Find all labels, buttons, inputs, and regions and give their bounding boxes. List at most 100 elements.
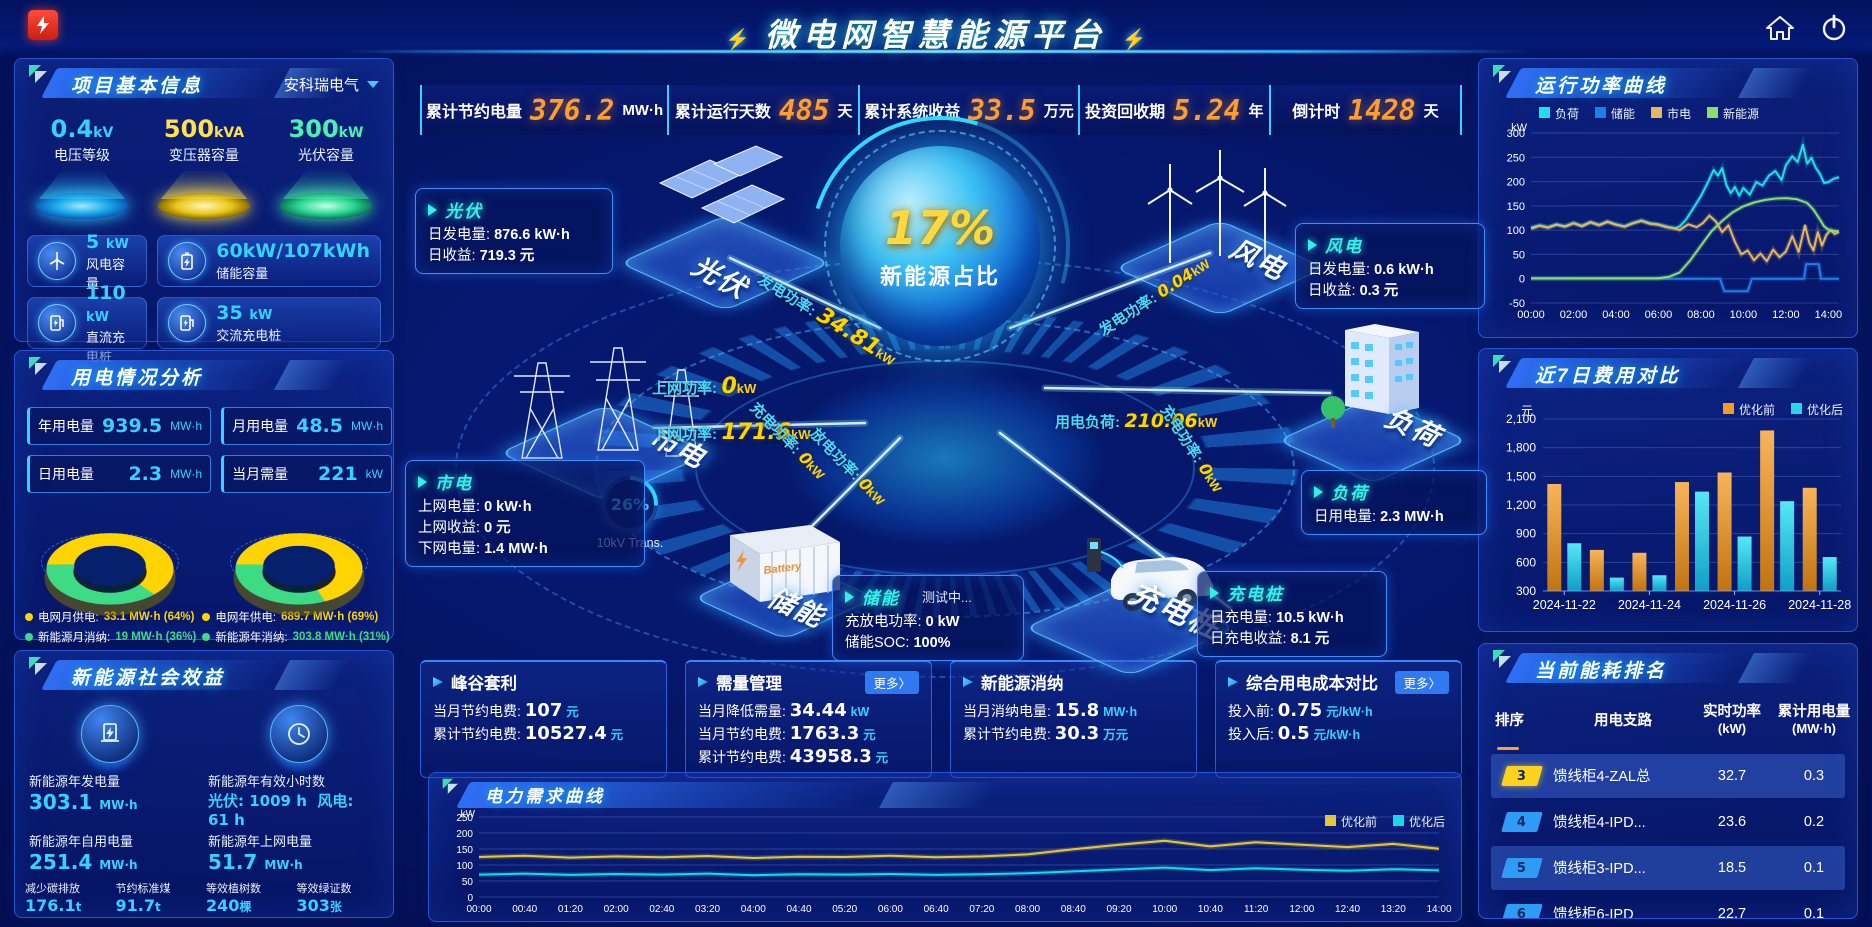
legend-item: 储能 bbox=[1595, 105, 1635, 122]
solar-panels-art bbox=[658, 145, 786, 224]
svg-text:150: 150 bbox=[456, 845, 473, 856]
svg-text:2024-11-28: 2024-11-28 bbox=[1788, 598, 1851, 612]
table-row[interactable]: 4 馈线柜4-IPD... 23.6 0.2 bbox=[1491, 800, 1845, 844]
kpi-peak-valley: 峰谷套利 当月节约电费: 107 元 累计节约电费: 10527.4 元 bbox=[420, 660, 667, 779]
svg-text:300: 300 bbox=[1507, 128, 1525, 140]
company-dropdown[interactable]: 安科瑞电气 bbox=[284, 74, 379, 95]
svg-text:150: 150 bbox=[1507, 201, 1525, 213]
svg-text:12:40: 12:40 bbox=[1335, 904, 1360, 915]
load-info-box: 负荷 日用电量: 2.3 MW·h bbox=[1301, 470, 1487, 536]
chevron-down-icon bbox=[367, 81, 379, 88]
panel-corner-icon bbox=[1493, 355, 1511, 373]
storage-info-box: 储能 测试中... 充放电功率: 0 kW 储能SOC: 100% bbox=[832, 575, 1024, 662]
svg-text:50: 50 bbox=[1513, 249, 1525, 261]
clock-icon bbox=[269, 705, 328, 763]
legend-item: 负荷 bbox=[1539, 105, 1579, 122]
metric-month-usage: 月用电量 48.5 MW·h bbox=[221, 407, 392, 445]
benefit-item: 节约标准煤 91.7t bbox=[115, 883, 171, 915]
svg-text:2024-11-26: 2024-11-26 bbox=[1703, 598, 1766, 612]
pedestal-voltage: 0.4kV 电压等级 bbox=[23, 115, 141, 227]
svg-text:08:00: 08:00 bbox=[1687, 309, 1715, 321]
benefit-item: 等效植树数 240棵 bbox=[206, 883, 261, 915]
kpi-boxes-row: 峰谷套利 当月节约电费: 107 元 累计节约电费: 10527.4 元 需量管… bbox=[420, 660, 1462, 779]
table-row[interactable]: 6 馈线柜6-IPD 22.7 0.1 bbox=[1491, 892, 1845, 918]
metric-year-usage: 年用电量 939.5 MW·h bbox=[27, 407, 212, 445]
svg-text:08:00: 08:00 bbox=[1015, 904, 1040, 915]
svg-text:100: 100 bbox=[456, 861, 473, 872]
legend-item: 电网年供电: 689.7 MW·h (69%) bbox=[202, 609, 389, 625]
wind-turbine-icon bbox=[38, 242, 76, 280]
arrow-icon bbox=[433, 677, 443, 687]
energy-flow-diagram: 17% 新能源占比 光伏 风电 bbox=[400, 130, 1487, 678]
svg-text:250: 250 bbox=[456, 813, 473, 824]
kpi-renewable-consumption: 新能源消纳 当月消纳电量: 15.8 MW·h 累计节约电费: 30.3 万元 bbox=[950, 660, 1197, 779]
svg-text:00:40: 00:40 bbox=[512, 904, 537, 915]
svg-text:10:40: 10:40 bbox=[1198, 904, 1223, 915]
panel-corner-icon bbox=[1493, 65, 1511, 83]
pedestal-transformer: 500kVA 变压器容量 bbox=[145, 115, 263, 227]
flow-grid-down: 下网功率: 171.6kW bbox=[652, 420, 811, 445]
svg-text:02:00: 02:00 bbox=[604, 904, 629, 915]
svg-text:02:00: 02:00 bbox=[1560, 309, 1588, 321]
svg-text:50: 50 bbox=[462, 877, 474, 888]
legend-item: 优化前 bbox=[1324, 813, 1377, 830]
legend-item: 新能源月消纳: 19 MW·h (36%) bbox=[25, 629, 196, 645]
page-title-text: 微电网智慧能源平台 bbox=[764, 17, 1108, 53]
svg-text:200: 200 bbox=[1507, 177, 1525, 189]
pedestal-pv: 300kW 光伏容量 bbox=[267, 115, 385, 227]
panel-title: 电力需求曲线 bbox=[485, 787, 605, 806]
charging-pile-icon bbox=[38, 304, 76, 342]
svg-text:12:00: 12:00 bbox=[1289, 904, 1314, 915]
svg-text:13:20: 13:20 bbox=[1381, 904, 1406, 915]
legend-item: 电网月供电: 33.1 MW·h (64%) bbox=[25, 609, 196, 625]
pagination-indicator bbox=[1497, 746, 1519, 750]
grid-info-box: 市电 上网电量: 0 kW·h 上网收益: 0 元 下网电量: 1.4 MW·h bbox=[405, 460, 645, 568]
power-icon[interactable] bbox=[1818, 12, 1850, 44]
kpi-cost-compare: 综合用电成本对比 更多〉 投入前: 0.75 元/kW·h 投入后: 0.5 元… bbox=[1215, 660, 1462, 779]
svg-text:10:00: 10:00 bbox=[1730, 309, 1758, 321]
panel-energy-ranking: 当前能耗排名 排序 用电支路 实时功率 (kW) 累计用电量 (MW·h) 3 馈线… bbox=[1478, 643, 1858, 919]
legend-item: 优化前 bbox=[1722, 401, 1775, 418]
svg-text:14:00: 14:00 bbox=[1815, 309, 1843, 321]
wind-turbines-art bbox=[1147, 150, 1287, 263]
benefit-item: 等效绿证数 303张 bbox=[296, 883, 352, 915]
charging-pile-icon bbox=[168, 304, 207, 342]
cost-chart-legend: 优化前 优化后 bbox=[1722, 401, 1843, 418]
panel-title: 用电情况分析 bbox=[71, 368, 204, 389]
svg-text:2024-11-22: 2024-11-22 bbox=[1533, 598, 1596, 612]
arrow-icon bbox=[963, 677, 973, 687]
home-icon[interactable] bbox=[1764, 12, 1796, 44]
svg-text:09:20: 09:20 bbox=[1106, 904, 1131, 915]
battery-icon bbox=[168, 242, 207, 280]
panel-corner-icon bbox=[1493, 650, 1511, 668]
panel-corner-icon bbox=[442, 778, 458, 794]
legend-item: 新能源年消纳: 303.8 MW·h (31%) bbox=[202, 629, 390, 645]
svg-text:06:00: 06:00 bbox=[1645, 309, 1673, 321]
stat-payback: 投资回收期 5.24 年 bbox=[1077, 85, 1269, 135]
storage-status: 测试中... bbox=[922, 590, 972, 605]
more-button[interactable]: 更多〉 bbox=[865, 670, 919, 694]
demand-chart: 0 50 100 150 200 250 kW 00:00 00:40 01:20 02:00 02:… bbox=[435, 807, 1453, 922]
svg-text:1,200: 1,200 bbox=[1506, 498, 1536, 512]
demand-chart-legend: 优化前 优化后 bbox=[1324, 813, 1445, 830]
legend-item: 新能源 bbox=[1707, 105, 1759, 122]
more-button[interactable]: 更多〉 bbox=[1395, 670, 1449, 694]
month-consumption-donut bbox=[35, 507, 185, 605]
benefit-item: 新能源年发电量 303.1 MW·h bbox=[29, 774, 138, 814]
panel-title: 当前能耗排名 bbox=[1535, 661, 1668, 682]
logo-icon bbox=[28, 10, 58, 40]
benefit-item: 新能源年有效小时数 光伏: 1009 h 风电: 61 h bbox=[208, 774, 354, 829]
stat-run-days: 累计运行天数 485 天 bbox=[667, 85, 858, 135]
svg-text:0: 0 bbox=[467, 893, 473, 904]
renewable-share-label: 新能源占比 bbox=[879, 264, 1000, 289]
run-power-chart: -50 0 50 100 150 200 250 300 kW 00:00 02:00 04:00 06… bbox=[1485, 121, 1851, 334]
table-row[interactable]: 3 馈线柜4-ZAL总 32.7 0.3 bbox=[1491, 753, 1845, 798]
flow-load-power: 用电负荷: 210.06kW bbox=[1055, 410, 1218, 432]
svg-text:06:00: 06:00 bbox=[878, 904, 903, 915]
panel-usage-analysis: 用电情况分析 年用电量 939.5 MW·h 月用电量 48.5 MW·h 日用电量 2.… bbox=[14, 350, 394, 644]
renewable-share-sphere: 17% 新能源占比 bbox=[824, 130, 1056, 362]
svg-text:100: 100 bbox=[1507, 225, 1525, 237]
top-header: ⚡ 微电网智慧能源平台 ⚡ bbox=[0, 0, 1872, 58]
table-row[interactable]: 5 馈线柜3-IPD... 18.5 0.1 bbox=[1491, 845, 1845, 890]
